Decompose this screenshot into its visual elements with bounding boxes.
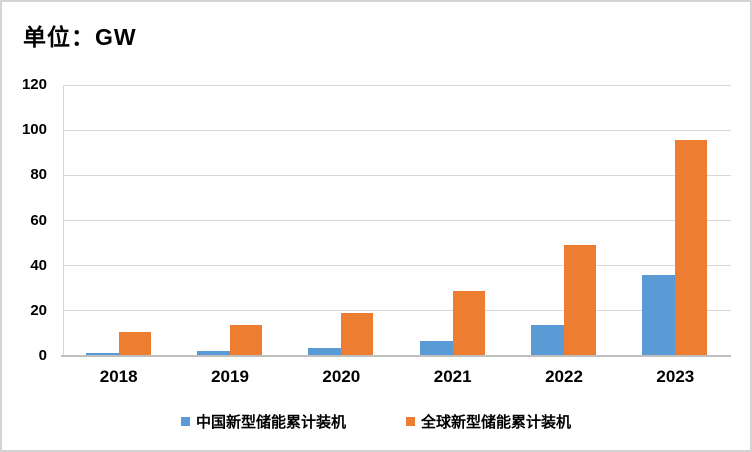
legend-swatch-icon [180, 417, 190, 426]
gridline-20 [63, 310, 731, 312]
y-tick-label: 80 [30, 166, 47, 184]
bar-series-1-2022 [564, 244, 596, 355]
x-tick-label-2019: 2019 [211, 367, 249, 386]
bar-series-1-2021 [452, 290, 485, 355]
bar-series-1-2019 [230, 324, 262, 355]
bar-series-0-2020 [308, 347, 342, 355]
x-tick-label-2022: 2022 [545, 367, 583, 386]
x-tick-label-2021: 2021 [433, 367, 472, 386]
x-tick-label-2018: 2018 [99, 367, 138, 386]
gridline-80 [63, 174, 731, 176]
y-tick-label: 60 [30, 211, 47, 229]
chart-title: 单位：GW [23, 24, 137, 50]
x-tick-label-2020: 2020 [322, 367, 361, 386]
y-tick-label: 40 [30, 256, 47, 274]
y-tick-label: 20 [30, 301, 47, 319]
x-tick-label-2023: 2023 [656, 367, 695, 386]
bar-series-0-2023 [642, 275, 676, 355]
gridline-120 [63, 84, 731, 86]
legend-swatch-icon [406, 417, 415, 426]
bar-series-0-2022 [531, 324, 564, 355]
bar-series-1-2018 [118, 332, 151, 355]
y-tick-label: 120 [21, 76, 47, 93]
bar-series-0-2018 [85, 352, 119, 355]
bar-series-0-2021 [419, 340, 453, 355]
legend-label: 中国新型储能累计装机 [195, 414, 346, 431]
x-axis-line [61, 355, 731, 357]
y-tick-label: 100 [21, 121, 47, 139]
bar-series-1-2020 [341, 313, 374, 355]
bar-series-1-2023 [675, 139, 708, 355]
legend: 中国新型储能累计装机 全球新型储能累计装机 [2, 411, 750, 432]
legend-label: 全球新型储能累计装机 [421, 414, 572, 431]
y-tick-label: 0 [38, 347, 47, 364]
gridline-60 [63, 220, 731, 221]
bar-series-0-2019 [197, 350, 230, 355]
gridline-100 [63, 129, 731, 131]
gridline-40 [63, 265, 731, 267]
legend-item-1: 全球新型储能累计装机 [406, 411, 571, 432]
legend-item-0: 中国新型储能累计装机 [180, 411, 346, 432]
